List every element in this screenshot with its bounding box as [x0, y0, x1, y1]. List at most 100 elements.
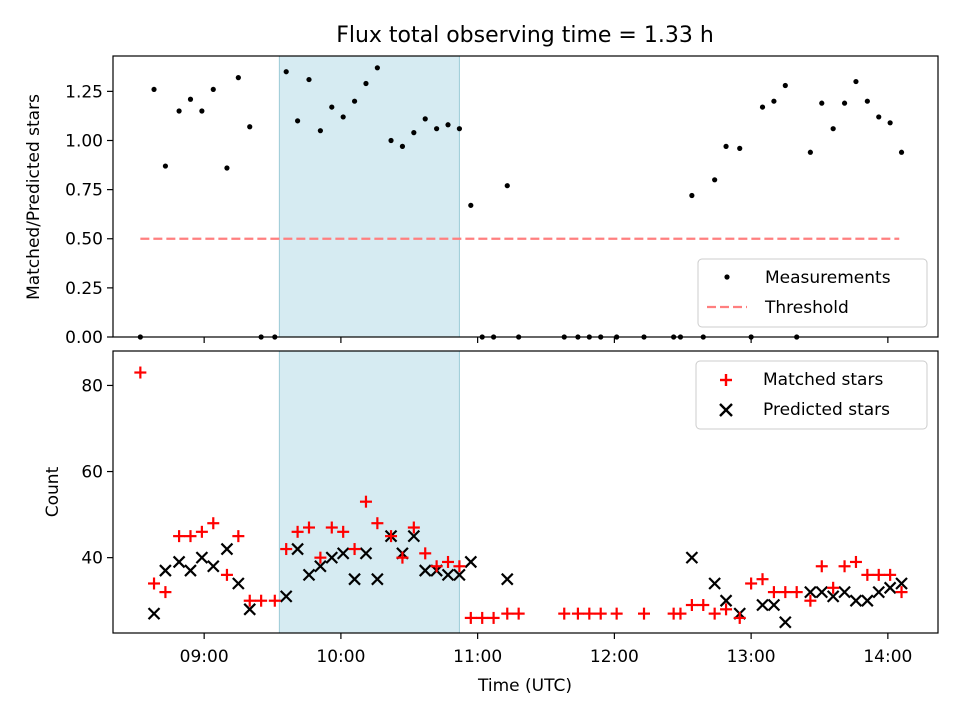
measurement-point	[151, 86, 157, 93]
matched-star-point	[895, 586, 908, 599]
matched-star-point	[173, 530, 186, 543]
matched-star-point	[767, 586, 780, 599]
predicted-star-point	[232, 577, 245, 590]
measurement-point	[712, 177, 718, 183]
predicted-star-point	[861, 594, 874, 607]
measurement-point	[199, 108, 205, 114]
predicted-star-point	[279, 590, 293, 603]
measurement-point	[294, 118, 301, 124]
measurement-point	[445, 122, 451, 128]
measurement-point	[210, 86, 216, 93]
matched-star-point	[407, 521, 420, 534]
bottom-x-ticks: 09:00 10:00 11:00 12:00 13:00 14:00	[180, 633, 912, 667]
predicted-star-point	[243, 603, 257, 616]
measurement-point	[162, 163, 169, 169]
matched-star-point	[583, 607, 596, 620]
matched-star-point	[790, 586, 803, 599]
bottom-legend-box	[695, 360, 928, 430]
matched-star-point	[430, 560, 443, 573]
matched-star-point	[501, 607, 514, 620]
measurement-point	[504, 183, 510, 189]
matched-star-point	[268, 594, 281, 607]
matched-star-point	[255, 594, 268, 607]
legend-predicted-label: Predicted stars	[763, 400, 890, 420]
x-tick-label: 13:00	[727, 647, 776, 667]
predicted-star-point	[453, 568, 466, 582]
x-tick-label: 09:00	[180, 647, 229, 667]
predicted-star-point	[838, 585, 851, 599]
measurement-point	[388, 137, 394, 144]
measurement-point	[317, 128, 323, 134]
matched-star-point	[348, 543, 361, 556]
matched-star-point	[804, 594, 817, 607]
predicted-star-point	[371, 572, 384, 586]
x-tick-label: 10:00	[316, 647, 365, 667]
measurement-point	[340, 114, 346, 120]
matched-star-point	[594, 607, 607, 620]
measurement-point	[876, 114, 882, 120]
matched-star-point	[685, 599, 698, 612]
matched-star-point	[453, 560, 466, 573]
matched-star-point	[325, 521, 338, 534]
x-tick-label: 11:00	[453, 647, 502, 667]
top-axes-frame	[112, 55, 939, 338]
measurement-point	[422, 116, 428, 122]
measurement-point	[737, 145, 743, 151]
matched-star-point	[232, 530, 245, 543]
matched-star-point	[733, 611, 746, 624]
measurement-point	[782, 82, 788, 89]
measurement-point	[887, 120, 893, 126]
predicted-star-point	[302, 568, 316, 582]
measurement-point	[456, 126, 463, 132]
matched-star-point	[827, 581, 840, 594]
matched-star-point	[134, 366, 147, 379]
matched-star-point	[280, 543, 293, 556]
matched-star-point	[884, 568, 897, 581]
predicted-star-point	[407, 529, 421, 543]
top-y-ticks: 0.00 0.25 0.50 0.75 1.00 1.25	[65, 82, 113, 348]
predicted-star-point	[418, 564, 432, 577]
predicted-star-point	[336, 547, 350, 560]
measurement-point	[283, 69, 289, 75]
predicted-star-point	[441, 568, 455, 582]
predicted-star-point	[767, 598, 781, 612]
y-tick-label: 0.75	[65, 181, 103, 201]
predicted-star-points	[147, 529, 908, 629]
measurement-point	[468, 202, 474, 208]
matched-star-point	[708, 607, 721, 620]
top-legend-box	[697, 258, 928, 328]
predicted-star-point	[500, 572, 514, 586]
matched-star-point	[371, 517, 384, 530]
predicted-star-point	[804, 585, 817, 599]
predicted-star-point	[872, 585, 886, 599]
x-tick-label: 12:00	[590, 647, 639, 667]
measurement-point	[399, 143, 406, 149]
predicted-star-point	[779, 615, 792, 629]
legend-matched-label: Matched stars	[763, 370, 883, 390]
matched-star-point	[476, 611, 489, 624]
matched-star-point	[720, 603, 733, 616]
measurement-point	[853, 78, 859, 85]
matched-star-point	[337, 525, 350, 538]
predicted-star-point	[195, 551, 209, 564]
matched-star-point	[487, 611, 500, 624]
matched-star-point	[815, 560, 828, 573]
predicted-star-point	[815, 585, 829, 599]
measurement-point	[864, 98, 870, 104]
predicted-star-point	[184, 564, 197, 577]
y-tick-label: 60	[81, 463, 103, 483]
y-tick-label: 0.25	[65, 279, 103, 299]
matched-star-point	[396, 551, 409, 564]
predicted-star-point	[348, 572, 361, 586]
predicted-star-point	[325, 551, 339, 564]
legend-predicted-marker	[719, 403, 733, 417]
matched-star-point	[184, 530, 197, 543]
matched-star-point	[419, 547, 432, 560]
matched-star-point	[610, 607, 623, 620]
predicted-star-point	[756, 598, 769, 612]
matched-star-point	[638, 607, 651, 620]
predicted-star-point	[464, 555, 478, 569]
matched-star-point	[314, 551, 327, 564]
predicted-star-point	[359, 547, 373, 560]
